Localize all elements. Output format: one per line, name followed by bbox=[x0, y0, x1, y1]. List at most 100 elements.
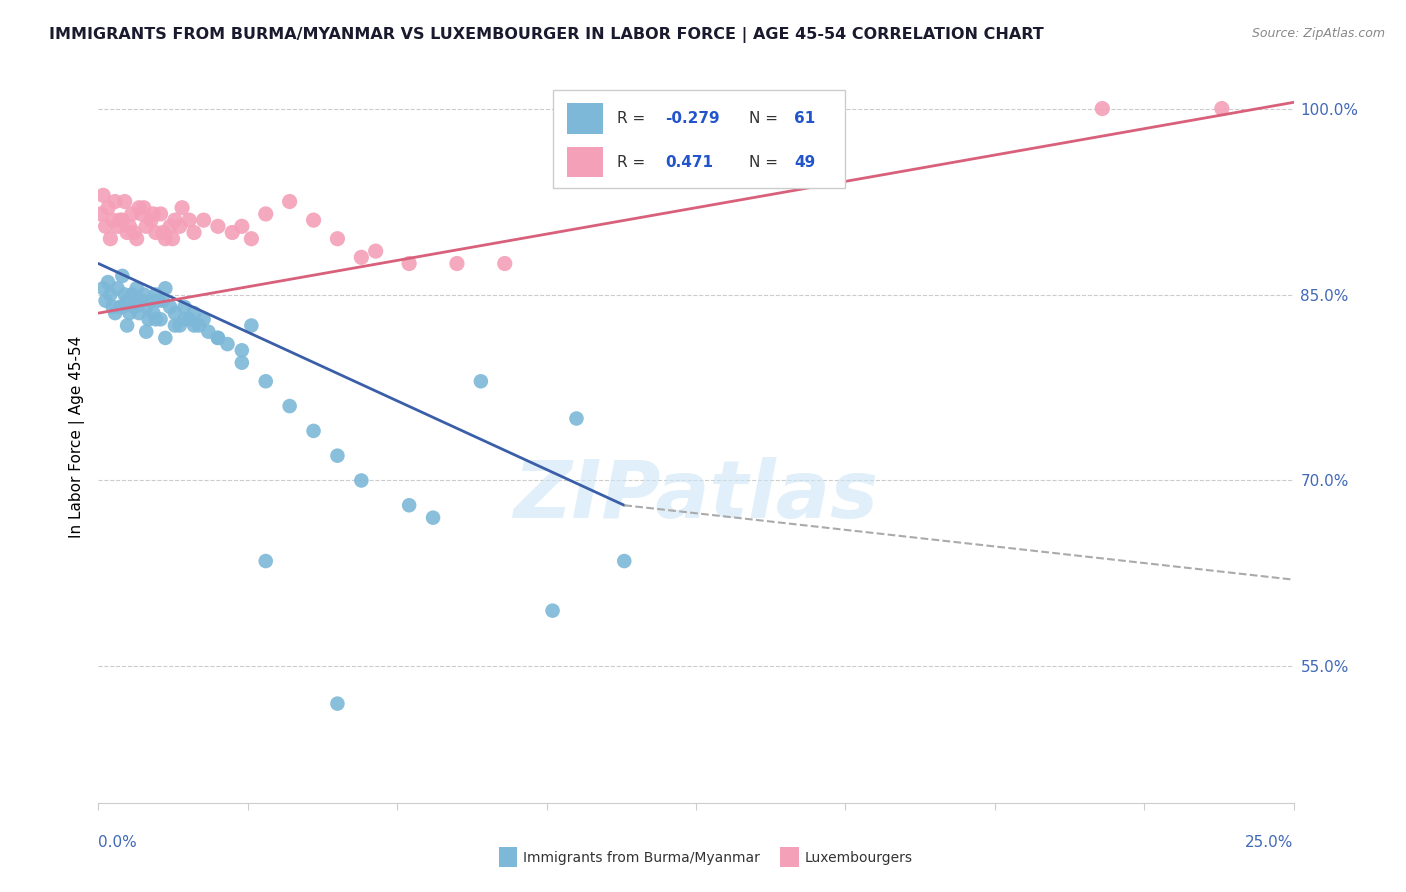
Text: N =: N = bbox=[748, 154, 782, 169]
Point bbox=[98, 287, 122, 301]
Point bbox=[193, 213, 215, 227]
Point bbox=[125, 232, 148, 246]
Point bbox=[613, 554, 636, 568]
Point bbox=[138, 312, 160, 326]
Text: -0.279: -0.279 bbox=[665, 111, 720, 126]
Point bbox=[128, 306, 150, 320]
Point bbox=[326, 449, 349, 463]
Point bbox=[111, 213, 134, 227]
Point bbox=[494, 256, 516, 270]
Point bbox=[98, 232, 122, 246]
Text: 25.0%: 25.0% bbox=[1246, 836, 1294, 850]
Point bbox=[132, 201, 155, 215]
Point bbox=[163, 306, 186, 320]
Point bbox=[398, 256, 420, 270]
Point bbox=[541, 604, 564, 618]
Point bbox=[97, 275, 120, 289]
Point bbox=[231, 219, 253, 234]
Point bbox=[139, 293, 162, 308]
Point bbox=[118, 306, 141, 320]
Point bbox=[155, 232, 177, 246]
Point bbox=[231, 343, 253, 358]
Point bbox=[1211, 102, 1233, 116]
Point bbox=[94, 219, 117, 234]
Point bbox=[139, 213, 162, 227]
Bar bbox=[567, 146, 603, 178]
Point bbox=[118, 219, 141, 234]
Point bbox=[115, 293, 138, 308]
Point bbox=[398, 498, 420, 512]
Point bbox=[446, 256, 468, 270]
Point bbox=[240, 232, 263, 246]
Point bbox=[114, 287, 136, 301]
Point bbox=[302, 213, 325, 227]
Point bbox=[101, 300, 124, 314]
Point bbox=[107, 281, 129, 295]
Point bbox=[173, 312, 195, 326]
Text: ZIPatlas: ZIPatlas bbox=[513, 457, 879, 534]
Point bbox=[422, 510, 444, 524]
Point bbox=[326, 697, 349, 711]
Point bbox=[107, 219, 129, 234]
Point bbox=[124, 300, 146, 314]
FancyBboxPatch shape bbox=[553, 90, 845, 188]
Point bbox=[104, 194, 127, 209]
Text: 49: 49 bbox=[794, 154, 815, 169]
Point bbox=[114, 194, 136, 209]
Point bbox=[162, 232, 184, 246]
Point bbox=[145, 226, 167, 240]
Point bbox=[149, 207, 172, 221]
Point bbox=[155, 281, 177, 295]
Point bbox=[278, 399, 301, 413]
Text: Source: ZipAtlas.com: Source: ZipAtlas.com bbox=[1251, 27, 1385, 40]
Point bbox=[364, 244, 387, 259]
Point bbox=[145, 287, 167, 301]
Point bbox=[159, 219, 181, 234]
Point bbox=[163, 318, 186, 333]
Point bbox=[183, 226, 205, 240]
Point bbox=[179, 213, 201, 227]
Point bbox=[169, 318, 191, 333]
Point bbox=[125, 281, 148, 295]
Point bbox=[124, 226, 146, 240]
Point bbox=[470, 374, 492, 388]
Point bbox=[91, 188, 114, 202]
Point bbox=[155, 331, 177, 345]
Point bbox=[101, 213, 124, 227]
Text: 0.0%: 0.0% bbox=[98, 836, 138, 850]
Point bbox=[135, 300, 157, 314]
Point bbox=[142, 306, 165, 320]
Point bbox=[197, 325, 219, 339]
Y-axis label: In Labor Force | Age 45-54: In Labor Force | Age 45-54 bbox=[69, 336, 84, 538]
Point bbox=[131, 293, 153, 308]
Point bbox=[152, 293, 174, 308]
Point bbox=[121, 207, 143, 221]
Point bbox=[128, 201, 150, 215]
Point bbox=[207, 331, 229, 345]
Point bbox=[254, 374, 277, 388]
Point bbox=[278, 194, 301, 209]
Point bbox=[163, 213, 186, 227]
Point bbox=[231, 356, 253, 370]
Point bbox=[221, 226, 243, 240]
Point bbox=[132, 287, 155, 301]
Point bbox=[148, 293, 170, 308]
Point bbox=[108, 213, 131, 227]
Point bbox=[350, 474, 373, 488]
Point bbox=[159, 300, 181, 314]
Point bbox=[254, 207, 277, 221]
Bar bbox=[567, 103, 603, 134]
Point bbox=[187, 318, 209, 333]
Point bbox=[217, 337, 239, 351]
Point bbox=[125, 293, 148, 308]
Point bbox=[169, 219, 191, 234]
Point bbox=[142, 207, 165, 221]
Point bbox=[1091, 102, 1114, 116]
Point bbox=[240, 318, 263, 333]
Text: R =: R = bbox=[617, 111, 650, 126]
Point bbox=[173, 300, 195, 314]
Text: Luxembourgers: Luxembourgers bbox=[804, 851, 912, 865]
Point bbox=[179, 312, 201, 326]
Point bbox=[302, 424, 325, 438]
Point bbox=[183, 318, 205, 333]
